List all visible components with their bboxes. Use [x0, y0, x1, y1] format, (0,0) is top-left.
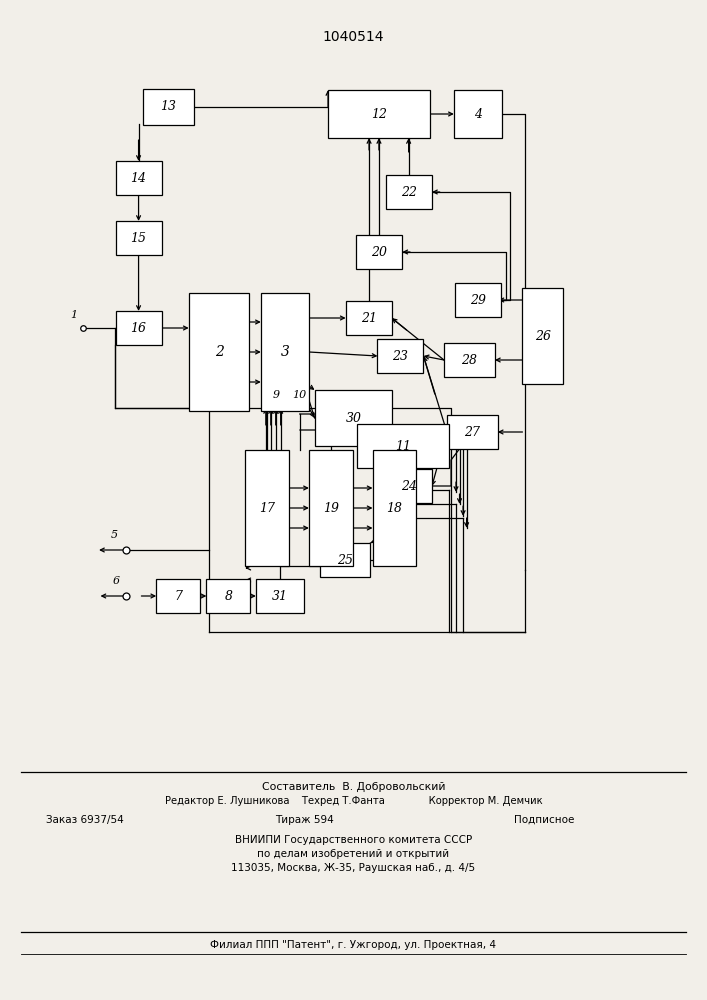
Text: 20: 20	[371, 245, 387, 258]
Text: 6: 6	[113, 576, 120, 586]
Bar	[261, 293, 309, 411]
Text: 10: 10	[293, 390, 307, 400]
Bar	[116, 311, 162, 345]
Text: 9: 9	[272, 390, 279, 400]
Bar	[373, 450, 416, 566]
Text: Заказ 6937/54: Заказ 6937/54	[46, 815, 124, 825]
Text: 11: 11	[395, 440, 411, 452]
Text: 21: 21	[361, 312, 377, 324]
Text: 22: 22	[401, 186, 416, 198]
Text: 31: 31	[272, 589, 288, 602]
Bar	[444, 343, 495, 377]
Text: 27: 27	[464, 426, 480, 438]
Bar	[256, 579, 304, 613]
Text: ВНИИПИ Государственного комитета СССР: ВНИИПИ Государственного комитета СССР	[235, 835, 472, 845]
Bar	[447, 415, 498, 449]
Text: 24: 24	[401, 480, 416, 492]
Bar	[245, 450, 289, 566]
Text: 4: 4	[474, 107, 482, 120]
Text: Составитель  В. Добровольский: Составитель В. Добровольский	[262, 782, 445, 792]
Text: 29: 29	[470, 294, 486, 306]
Text: 14: 14	[131, 172, 146, 184]
Text: 3: 3	[281, 345, 289, 359]
Bar	[454, 90, 502, 138]
Text: 19: 19	[323, 502, 339, 514]
Bar	[309, 450, 353, 566]
Bar	[378, 339, 423, 373]
Bar	[189, 293, 250, 411]
Bar	[156, 579, 200, 613]
Text: Редактор Е. Лушникова    Техред Т.Фанта              Корректор М. Демчик: Редактор Е. Лушникова Техред Т.Фанта Кор…	[165, 796, 542, 806]
Text: 18: 18	[387, 502, 402, 514]
Text: 13: 13	[160, 101, 176, 113]
Bar	[386, 175, 431, 209]
Text: 5: 5	[111, 530, 118, 540]
Text: 113035, Москва, Ж-35, Раушская наб., д. 4/5: 113035, Москва, Ж-35, Раушская наб., д. …	[231, 863, 476, 873]
Text: 12: 12	[371, 107, 387, 120]
Text: 15: 15	[131, 232, 146, 244]
Text: 2: 2	[215, 345, 223, 359]
Text: 28: 28	[462, 354, 477, 366]
Bar	[116, 161, 162, 195]
Text: по делам изобретений и открытий: по делам изобретений и открытий	[257, 849, 450, 859]
Text: 26: 26	[535, 330, 551, 342]
Text: 7: 7	[174, 589, 182, 602]
Text: 17: 17	[259, 502, 275, 514]
Text: 30: 30	[346, 412, 361, 424]
Text: 16: 16	[131, 322, 146, 334]
Bar	[357, 424, 449, 468]
Bar	[522, 288, 563, 384]
Bar	[315, 390, 392, 446]
Text: 8: 8	[224, 589, 233, 602]
Bar	[386, 469, 431, 503]
Text: 1: 1	[70, 310, 77, 320]
Text: 25: 25	[337, 554, 353, 566]
Bar	[143, 89, 194, 125]
Bar	[320, 543, 370, 577]
Bar	[346, 301, 392, 335]
Text: 23: 23	[392, 350, 408, 362]
Text: Подписное: Подписное	[514, 815, 575, 825]
Bar	[116, 221, 162, 255]
Text: 1040514: 1040514	[323, 30, 384, 44]
Bar	[206, 579, 250, 613]
Text: Тираж 594: Тираж 594	[274, 815, 334, 825]
Bar	[328, 90, 430, 138]
Bar	[455, 283, 501, 317]
Bar	[356, 235, 402, 269]
Text: Филиал ППП "Патент", г. Ужгород, ул. Проектная, 4: Филиал ППП "Патент", г. Ужгород, ул. Про…	[211, 940, 496, 950]
